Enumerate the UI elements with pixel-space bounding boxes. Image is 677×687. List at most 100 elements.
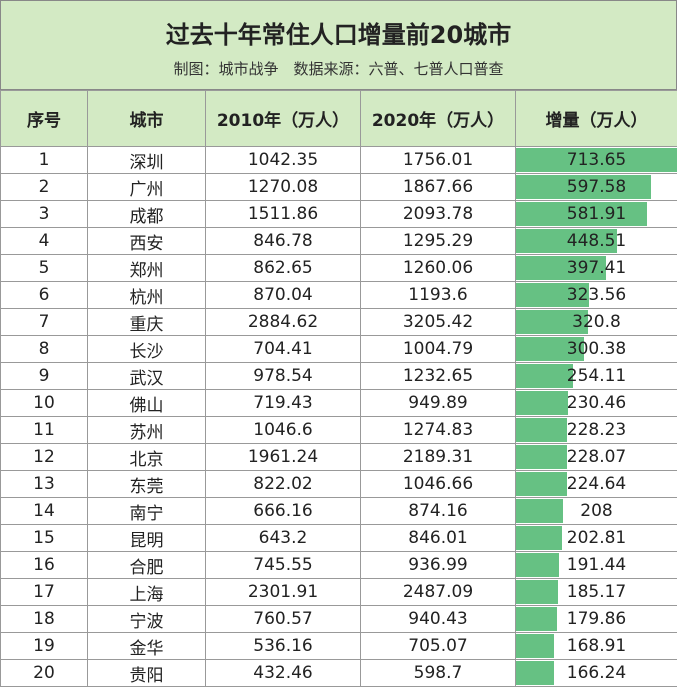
cell-value: 168.91 [566,636,627,656]
row: 11 苏州 1046.6 1274.83 228.23 [0,416,677,444]
cell: 846.78 [205,227,361,255]
cell: 1961.24 [205,443,361,471]
row: 19 金华 536.16 705.07 168.91 [0,632,677,660]
cell-value: 397.41 [566,258,627,278]
cell: 1867.66 [360,173,516,201]
increase-cell: 179.86 [515,605,677,633]
cell: 719.43 [205,389,361,417]
data-bar [516,472,567,496]
data-bar [516,148,677,172]
row: 3 成都 1511.86 2093.78 581.91 [0,200,677,228]
cell: 14 [0,497,88,525]
cell-value: 448.51 [566,231,627,251]
header-row: 序号 城市 2010年（万人） 2020年（万人） 增量（万人） [0,90,677,147]
increase-cell: 208 [515,497,677,525]
cell: 1046.66 [360,470,516,498]
column-header: 2010年（万人） [205,90,361,147]
cell-value: 202.81 [566,528,627,548]
cell: 合肥 [87,551,206,579]
row: 6 杭州 870.04 1193.6 323.56 [0,281,677,309]
cell: 870.04 [205,281,361,309]
increase-cell: 185.17 [515,578,677,606]
cell: 11 [0,416,88,444]
cell: 1270.08 [205,173,361,201]
cell: 1046.6 [205,416,361,444]
data-bar [516,553,560,577]
row: 7 重庆 2884.62 3205.42 320.8 [0,308,677,336]
cell: 3205.42 [360,308,516,336]
cell: 8 [0,335,88,363]
cell: 978.54 [205,362,361,390]
cell: 643.2 [205,524,361,552]
cell: 昆明 [87,524,206,552]
data-bar [516,175,651,199]
cell: 862.65 [205,254,361,282]
cell: 深圳 [87,146,206,174]
increase-cell: 202.81 [515,524,677,552]
cell: 5 [0,254,88,282]
subtitle: 制图：城市战争 数据来源：六普、七普人口普查 [173,60,504,78]
cell-value: 230.46 [566,393,627,413]
increase-cell: 581.91 [515,200,677,228]
cell: 1756.01 [360,146,516,174]
cell: 4 [0,227,88,255]
data-bar [516,391,568,415]
cell: 432.46 [205,659,361,687]
cell: 2884.62 [205,308,361,336]
cell: 西安 [87,227,206,255]
row: 8 长沙 704.41 1004.79 300.38 [0,335,677,363]
increase-cell: 191.44 [515,551,677,579]
cell: 1004.79 [360,335,516,363]
data-bar [516,580,558,604]
cell-value: 254.11 [566,366,627,386]
cell: 936.99 [360,551,516,579]
column-header: 序号 [0,90,88,147]
cell: 1 [0,146,88,174]
table-body: 1 深圳 1042.35 1756.01 713.65 2 广州 1270.08 1867.66… [0,146,677,687]
data-bar [516,526,562,550]
increase-cell: 448.51 [515,227,677,255]
increase-cell: 300.38 [515,335,677,363]
cell-value: 166.24 [566,663,627,683]
increase-cell: 224.64 [515,470,677,498]
row: 5 郑州 862.65 1260.06 397.41 [0,254,677,282]
cell: 郑州 [87,254,206,282]
cell: 949.89 [360,389,516,417]
data-bar [516,364,574,388]
data-bar [516,634,555,658]
data-bar [516,418,568,442]
cell-value: 224.64 [566,474,627,494]
cell-value: 228.23 [566,420,627,440]
increase-cell: 166.24 [515,659,677,687]
cell: 6 [0,281,88,309]
cell: 15 [0,524,88,552]
cell: 13 [0,470,88,498]
cell: 536.16 [205,632,361,660]
column-header: 城市 [87,90,206,147]
cell: 金华 [87,632,206,660]
row: 20 贵阳 432.46 598.7 166.24 [0,659,677,687]
cell-value: 323.56 [566,285,627,305]
increase-cell: 254.11 [515,362,677,390]
data-bar [516,229,618,253]
cell: 苏州 [87,416,206,444]
cell: 1260.06 [360,254,516,282]
increase-cell: 168.91 [515,632,677,660]
cell: 贵阳 [87,659,206,687]
cell: 19 [0,632,88,660]
data-bar [516,337,584,361]
data-bar [516,607,557,631]
cell: 874.16 [360,497,516,525]
data-bar [516,202,648,226]
data-bar [516,283,589,307]
cell: 598.7 [360,659,516,687]
column-header: 2020年（万人） [360,90,516,147]
cell: 940.43 [360,605,516,633]
increase-cell: 320.8 [515,308,677,336]
cell: 广州 [87,173,206,201]
row: 18 宁波 760.57 940.43 179.86 [0,605,677,633]
row: 14 南宁 666.16 874.16 208 [0,497,677,525]
data-bar [516,256,606,280]
cell: 长沙 [87,335,206,363]
